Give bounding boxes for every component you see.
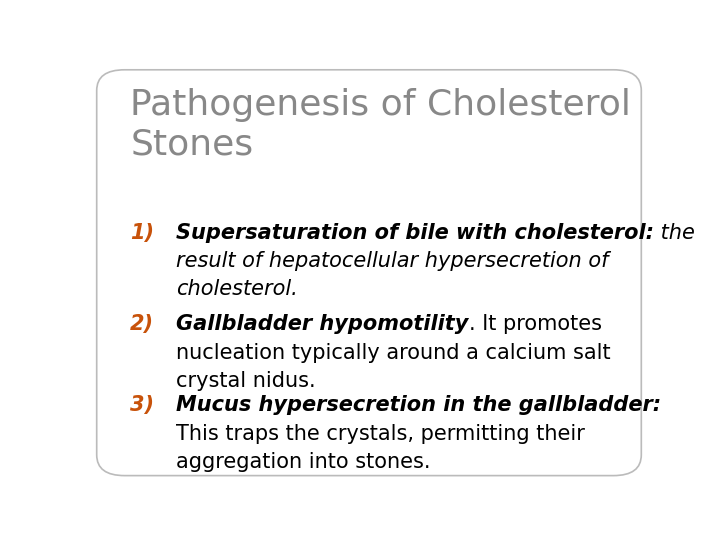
Text: Gallbladder hypomotility: Gallbladder hypomotility xyxy=(176,314,469,334)
Text: Supersaturation of bile with cholesterol:: Supersaturation of bile with cholesterol… xyxy=(176,223,654,243)
Text: Mucus hypersecretion in the gallbladder:: Mucus hypersecretion in the gallbladder: xyxy=(176,395,662,415)
Text: nucleation typically around a calcium salt: nucleation typically around a calcium sa… xyxy=(176,342,611,362)
Text: 2): 2) xyxy=(130,314,154,334)
Text: 3): 3) xyxy=(130,395,154,415)
Text: 1): 1) xyxy=(130,223,154,243)
FancyBboxPatch shape xyxy=(96,70,642,476)
Text: cholesterol.: cholesterol. xyxy=(176,279,298,299)
Text: Pathogenesis of Cholesterol: Pathogenesis of Cholesterol xyxy=(130,87,631,122)
Text: This traps the crystals, permitting their: This traps the crystals, permitting thei… xyxy=(176,424,585,444)
Text: crystal nidus.: crystal nidus. xyxy=(176,371,316,391)
Text: . It promotes: . It promotes xyxy=(469,314,602,334)
Text: result of hepatocellular hypersecretion of: result of hepatocellular hypersecretion … xyxy=(176,251,609,271)
Text: the: the xyxy=(654,223,696,243)
Text: aggregation into stones.: aggregation into stones. xyxy=(176,452,431,472)
Text: Stones: Stones xyxy=(130,127,253,161)
